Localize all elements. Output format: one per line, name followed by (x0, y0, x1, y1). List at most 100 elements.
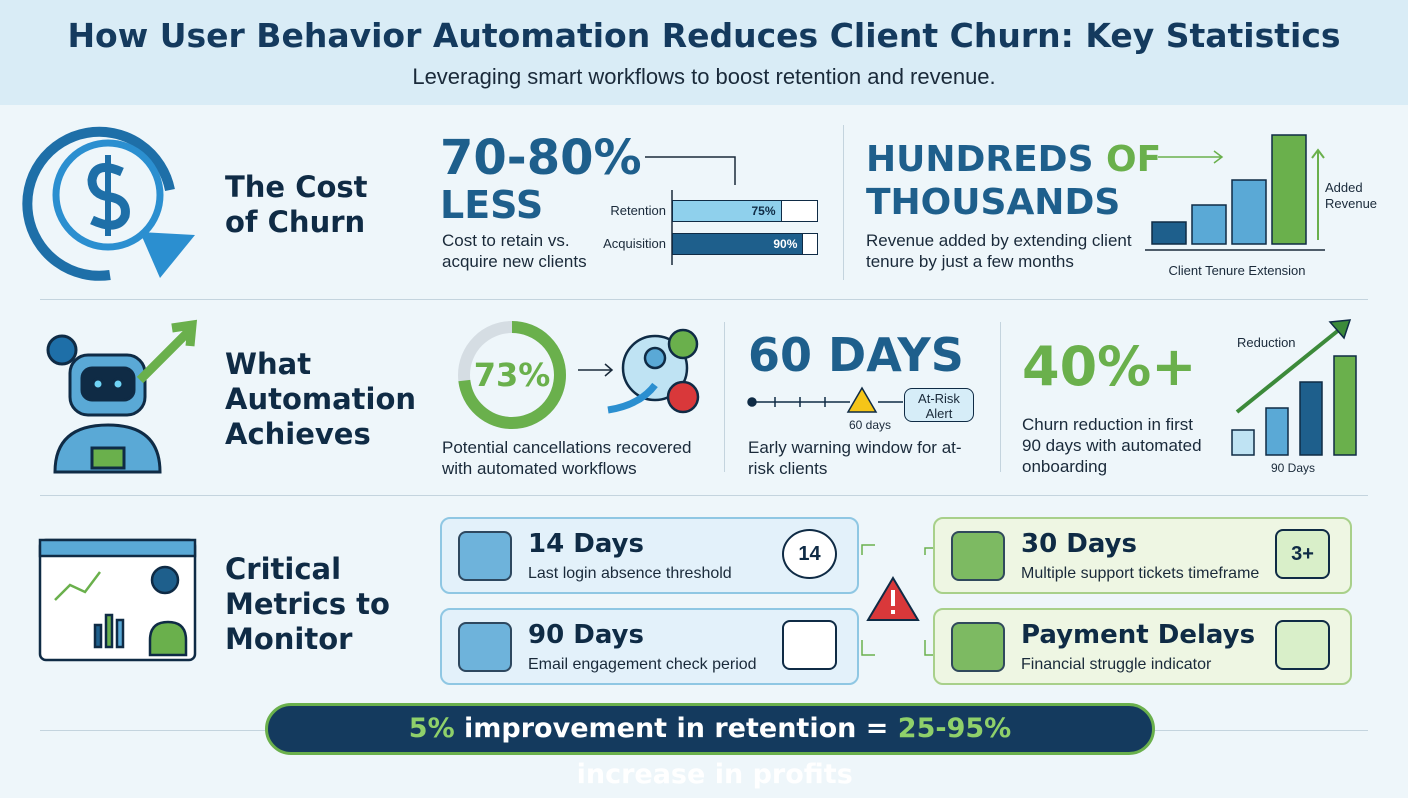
icon-part (1271, 134, 1307, 245)
metric-card: 90 Days Email engagement check period (440, 608, 859, 685)
dashboard-icon (38, 538, 197, 662)
bar-label: Retention (610, 203, 666, 218)
icon-part (90, 446, 126, 470)
icon-part (1235, 323, 1347, 414)
icon-part (1191, 204, 1227, 245)
card-desc: Last login absence threshold (528, 565, 732, 582)
icon-part (1151, 221, 1187, 245)
axis-label: Client Tenure Extension (1168, 263, 1306, 278)
stat-big: 60 DAYS (748, 328, 964, 382)
section-title: Critical Metrics to Monitor (225, 552, 390, 656)
title: How User Behavior Automation Reduces Cli… (67, 16, 1341, 55)
stat-big: 40%+ (1022, 335, 1197, 398)
annotation: Added Revenue (1325, 180, 1378, 211)
icon-part (846, 386, 878, 413)
bar-value: 75% (751, 204, 776, 218)
text: improvement in retention = (454, 713, 898, 744)
card-icon-right: 3+ (1275, 529, 1330, 579)
card-icon (458, 622, 512, 672)
timeline (747, 386, 903, 413)
icon-part (891, 590, 895, 606)
stat-big: HUNDREDS OF THOUSANDS (866, 138, 1166, 224)
card-icon-right (782, 620, 837, 670)
arrow (645, 156, 736, 185)
robot-icon (46, 319, 198, 474)
subtitle: Leveraging smart workflows to boost rete… (412, 64, 996, 89)
card-title: 14 Days (528, 529, 644, 559)
separator (724, 322, 725, 472)
icon-part (1231, 429, 1255, 456)
icon-part (607, 382, 658, 414)
icon-part (643, 346, 667, 370)
separator (40, 299, 1368, 300)
reduction-chart (1231, 319, 1357, 456)
icon-part (1333, 355, 1357, 456)
separator (40, 495, 1368, 496)
churn-icon (22, 126, 195, 281)
card-icon (951, 531, 1005, 581)
icon-part (747, 397, 757, 407)
bar-label: Acquisition (603, 236, 666, 251)
warning-icon (861, 544, 935, 656)
section-title: What Automation Achieves (225, 347, 417, 451)
stat-desc: Cost to retain vs. acquire new clients (442, 231, 587, 271)
stat-big: LESS (440, 183, 544, 227)
stat-desc: Revenue added by extending client tenure… (866, 231, 1132, 271)
card-icon-right (1275, 620, 1330, 670)
bar (672, 233, 804, 255)
icon-part (861, 544, 935, 656)
bar (672, 200, 782, 222)
arrow (578, 363, 614, 377)
text: increase in profits (567, 759, 853, 790)
icon-part (80, 366, 136, 402)
icon-part (54, 571, 101, 601)
metric-card: 14 Days Last login absence threshold 14 (440, 517, 859, 594)
axis-label: 90 Days (1270, 461, 1316, 475)
icon-part (104, 613, 114, 649)
highlight: 25-95% (897, 713, 1012, 744)
text: THOUSANDS (866, 182, 1121, 223)
icon-part (52, 139, 164, 251)
ring-label: 73% (473, 356, 551, 394)
icon-part (140, 232, 195, 278)
icon-part (150, 565, 180, 595)
metric-card: Payment Delays Financial struggle indicat… (933, 608, 1352, 685)
card-title: Payment Delays (1021, 620, 1256, 650)
icon-part (111, 377, 125, 391)
icon-part (666, 380, 700, 414)
separator (1000, 322, 1001, 472)
section-title: The Cost of Churn (225, 170, 368, 239)
card-desc: Email engagement check period (528, 656, 757, 673)
icon-part (115, 618, 125, 649)
arrow (1311, 148, 1325, 240)
footer-banner: 5% improvement in retention = 25-95% inc… (265, 703, 1155, 790)
metric-card: 30 Days Multiple support tickets timefram… (933, 517, 1352, 594)
card-icon-right: 14 (782, 529, 837, 579)
card-icon (458, 531, 512, 581)
icon-part (22, 126, 175, 281)
card-title: 90 Days (528, 620, 644, 650)
icon-part (93, 623, 103, 649)
icon-part (148, 620, 188, 657)
alert-box: At-Risk Alert (904, 388, 974, 422)
stat-big: 70-80% (440, 130, 642, 186)
card-badge: 14 (798, 543, 821, 565)
icon-part (891, 610, 895, 614)
icon-part (38, 538, 197, 558)
card-badge: 3+ (1291, 543, 1314, 565)
chart-label: Reduction (1237, 335, 1296, 350)
stat-desc: Potential cancellations recovered with a… (442, 438, 692, 478)
header-band (0, 0, 1408, 105)
icon-part (46, 334, 78, 366)
timeline-label: 60 days (848, 418, 892, 432)
icon-part (1231, 179, 1267, 245)
text: OF (1106, 139, 1162, 180)
highlight: 5% (408, 713, 455, 744)
arrow (1158, 150, 1224, 164)
text: HUNDREDS (866, 139, 1094, 180)
icon-part (136, 319, 198, 384)
icon-part (667, 328, 699, 360)
card-desc: Financial struggle indicator (1021, 656, 1212, 673)
card-title: 30 Days (1021, 529, 1137, 559)
